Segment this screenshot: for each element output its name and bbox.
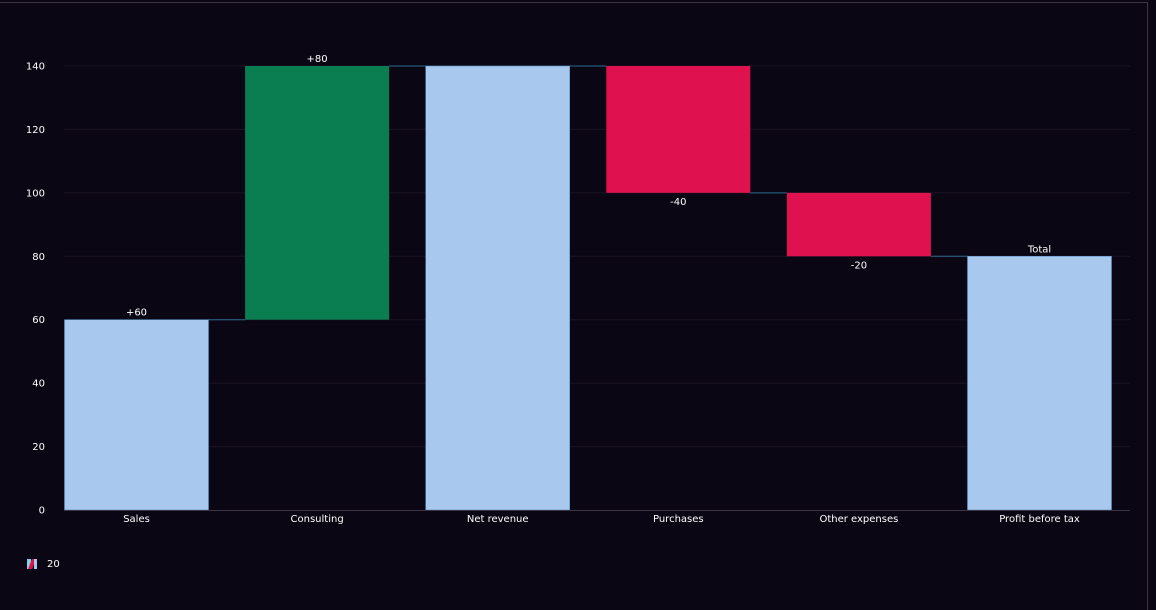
multicolor-swatch-icon (27, 559, 37, 569)
legend-label: 20 (47, 558, 60, 570)
data-labels: +60 +80 -40 -20 Total (126, 54, 1051, 319)
bar-consulting[interactable] (245, 66, 390, 320)
data-label-sales: +60 (126, 308, 147, 319)
x-tick-label-other-expenses: Other expenses (819, 514, 898, 525)
data-label-profit-before-tax: Total (1027, 244, 1051, 255)
bar-net-revenue[interactable] (425, 65, 571, 511)
x-tick-label-purchases: Purchases (653, 514, 704, 525)
data-label-consulting: +80 (307, 54, 328, 65)
bar-profit-before-tax[interactable] (967, 255, 1112, 511)
y-tick-label-100: 100 (26, 188, 45, 199)
x-tick-label-sales: Sales (123, 514, 150, 525)
y-tick-label-140: 140 (26, 62, 45, 73)
y-tick-label-80: 80 (32, 252, 45, 263)
connector-lines (208, 65, 968, 321)
x-tick-label-consulting: Consulting (291, 514, 344, 525)
bar-purchases[interactable] (606, 66, 751, 193)
x-axis-ticks: Sales Consulting Net revenue Purchases Other… (123, 514, 1080, 525)
y-tick-label-60: 60 (32, 315, 45, 326)
frame-right-border (1147, 2, 1148, 610)
x-tick-label-profit-before-tax: Profit before tax (999, 514, 1080, 525)
x-tick-label-net-revenue: Net revenue (467, 514, 529, 525)
y-tick-label-20: 20 (32, 442, 45, 453)
data-label-other-expenses: -20 (851, 260, 867, 271)
frame-top-border (0, 2, 1148, 3)
bar-other-expenses[interactable] (786, 192, 931, 257)
y-axis-ticks: 0 20 40 60 80 100 120 140 (26, 62, 45, 517)
bars (64, 65, 1112, 511)
bar-sales[interactable] (64, 319, 209, 511)
y-tick-label-120: 120 (26, 125, 45, 136)
data-label-purchases: -40 (670, 197, 686, 208)
y-tick-label-0: 0 (39, 506, 45, 517)
y-tick-label-40: 40 (32, 379, 45, 390)
legend[interactable]: 20 (27, 556, 60, 572)
